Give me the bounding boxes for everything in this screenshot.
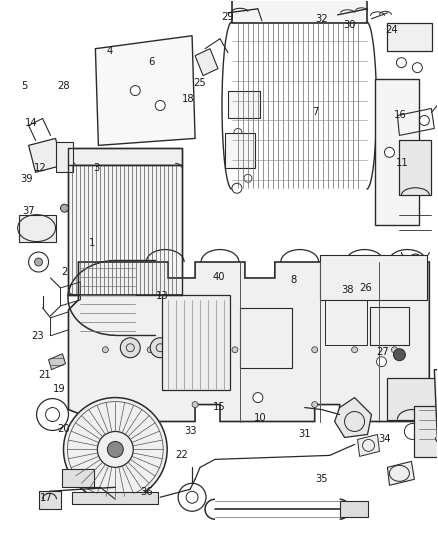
- Bar: [63, 470, 95, 487]
- Bar: [388, 378, 437, 419]
- Polygon shape: [68, 165, 182, 295]
- Text: 18: 18: [182, 94, 195, 104]
- Text: 24: 24: [385, 25, 398, 35]
- Text: 12: 12: [34, 163, 46, 173]
- Circle shape: [35, 258, 42, 266]
- Bar: [325, 300, 367, 345]
- Circle shape: [385, 148, 395, 157]
- Text: 16: 16: [394, 110, 406, 120]
- Text: 4: 4: [107, 46, 113, 56]
- Bar: [162, 295, 230, 390]
- Text: 30: 30: [344, 20, 356, 30]
- Text: 5: 5: [21, 81, 28, 91]
- Text: 35: 35: [315, 474, 328, 484]
- Circle shape: [312, 347, 318, 353]
- Polygon shape: [68, 262, 429, 422]
- Circle shape: [130, 86, 140, 95]
- Text: 29: 29: [221, 12, 234, 22]
- Circle shape: [150, 338, 170, 358]
- Bar: [320, 255, 427, 300]
- Circle shape: [46, 408, 60, 422]
- Circle shape: [107, 441, 124, 457]
- Circle shape: [155, 101, 165, 110]
- Text: 37: 37: [23, 206, 35, 216]
- Text: 8: 8: [290, 275, 297, 285]
- Polygon shape: [374, 78, 419, 225]
- Text: 34: 34: [379, 434, 391, 444]
- Polygon shape: [28, 139, 63, 172]
- Circle shape: [392, 401, 397, 408]
- Circle shape: [232, 347, 238, 353]
- Text: 36: 36: [141, 487, 153, 497]
- Polygon shape: [195, 49, 218, 76]
- Text: 3: 3: [94, 163, 100, 173]
- Bar: [414, 406, 438, 457]
- Text: 19: 19: [53, 384, 66, 394]
- Circle shape: [312, 401, 318, 408]
- Bar: [72, 492, 158, 504]
- Text: 38: 38: [342, 285, 354, 295]
- Text: 6: 6: [148, 57, 155, 67]
- Bar: [370, 307, 410, 345]
- Circle shape: [192, 347, 198, 353]
- Text: 26: 26: [359, 282, 371, 293]
- Text: 31: 31: [298, 429, 311, 439]
- Circle shape: [102, 347, 108, 353]
- Text: 1: 1: [89, 238, 95, 248]
- Polygon shape: [357, 434, 379, 456]
- Text: 27: 27: [376, 346, 389, 357]
- Polygon shape: [19, 215, 56, 242]
- Circle shape: [120, 338, 140, 358]
- Text: 23: 23: [32, 330, 44, 341]
- Polygon shape: [68, 148, 182, 165]
- Circle shape: [64, 398, 167, 501]
- Text: 20: 20: [58, 424, 71, 433]
- Bar: [339, 501, 367, 517]
- Bar: [225, 133, 255, 168]
- Circle shape: [253, 393, 263, 402]
- Circle shape: [396, 58, 406, 68]
- Circle shape: [186, 491, 198, 503]
- Polygon shape: [434, 370, 438, 438]
- Circle shape: [393, 349, 406, 361]
- Text: 11: 11: [396, 158, 409, 168]
- Circle shape: [147, 347, 153, 353]
- Circle shape: [272, 347, 278, 353]
- Polygon shape: [335, 398, 371, 438]
- Text: 10: 10: [254, 413, 267, 423]
- Text: 25: 25: [193, 78, 206, 88]
- Text: 39: 39: [21, 174, 33, 184]
- Circle shape: [60, 204, 68, 212]
- Circle shape: [392, 347, 397, 353]
- Text: 28: 28: [58, 81, 71, 91]
- Circle shape: [400, 155, 408, 163]
- Circle shape: [352, 347, 357, 353]
- Text: 2: 2: [61, 267, 67, 277]
- Bar: [228, 91, 260, 118]
- Bar: [56, 142, 74, 172]
- Text: 7: 7: [312, 108, 318, 117]
- Circle shape: [377, 357, 386, 367]
- Text: 13: 13: [156, 290, 169, 301]
- Bar: [240, 308, 292, 368]
- Bar: [39, 491, 60, 509]
- Text: 17: 17: [40, 492, 53, 503]
- Polygon shape: [95, 36, 195, 146]
- Bar: [388, 23, 432, 51]
- Text: 21: 21: [38, 370, 51, 381]
- Polygon shape: [49, 354, 66, 370]
- Bar: [232, 0, 367, 23]
- Text: 32: 32: [315, 14, 328, 25]
- Bar: [399, 140, 431, 195]
- Text: 14: 14: [25, 118, 38, 128]
- Text: 22: 22: [176, 450, 188, 460]
- Circle shape: [192, 401, 198, 408]
- Text: 15: 15: [212, 402, 226, 413]
- Circle shape: [413, 63, 422, 72]
- Text: 40: 40: [213, 272, 225, 282]
- Polygon shape: [388, 462, 414, 486]
- Circle shape: [102, 401, 108, 408]
- Text: 33: 33: [184, 426, 197, 436]
